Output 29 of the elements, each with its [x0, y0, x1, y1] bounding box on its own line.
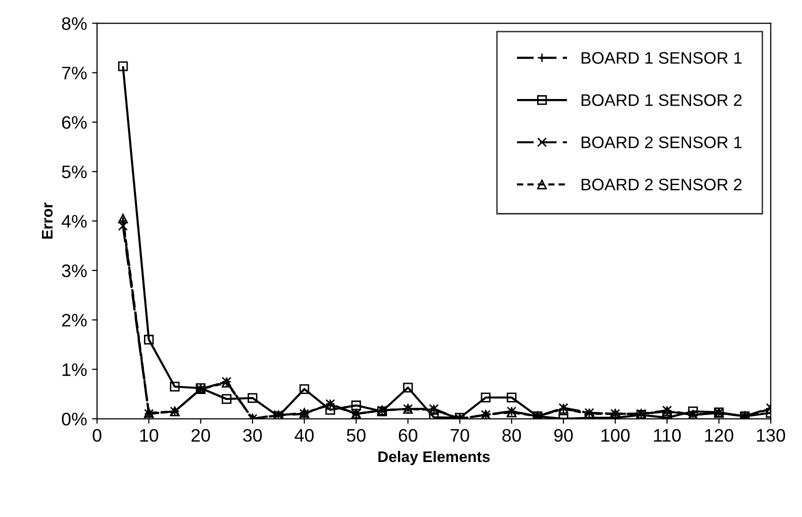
x-tick-label: 100 [602, 428, 630, 442]
legend-label: BOARD 1 SENSOR 2 [582, 94, 742, 106]
y-tick-label: 8% [62, 17, 87, 30]
y-tick-label: 0% [62, 412, 87, 426]
x-axis-title: Delay Elements [378, 450, 490, 466]
x-tick-label: 50 [346, 428, 366, 442]
y-tick-label: 5% [62, 166, 87, 178]
x-tick-label: 60 [398, 428, 418, 442]
legend-label: BOARD 2 SENSOR 2 [582, 178, 742, 190]
legend-label: BOARD 2 SENSOR 1 [582, 136, 742, 148]
x-tick-label: 90 [554, 428, 573, 442]
y-tick-label: 6% [62, 116, 87, 129]
x-tick-label: 130 [757, 428, 786, 442]
x-tick-label: 10 [140, 428, 158, 442]
x-tick-label: 80 [502, 428, 521, 442]
legend-label: BOARD 1 SENSOR 1 [582, 52, 742, 64]
x-tick-label: 40 [294, 428, 314, 442]
x-tick-label: 30 [243, 428, 262, 442]
y-tick-label: 1% [62, 363, 87, 376]
x-tick-label: 20 [192, 428, 210, 442]
x-tick-label: 120 [705, 428, 734, 442]
x-tick-label: 0 [92, 428, 102, 442]
x-tick-label: 110 [654, 428, 681, 442]
y-axis-title: Error [42, 202, 53, 239]
y-tick-label: 7% [62, 66, 87, 80]
y-tick-label: 3% [62, 264, 87, 278]
y-tick-label: 4% [62, 215, 87, 228]
y-tick-label: 2% [62, 314, 87, 327]
x-tick-label: 70 [450, 428, 470, 442]
